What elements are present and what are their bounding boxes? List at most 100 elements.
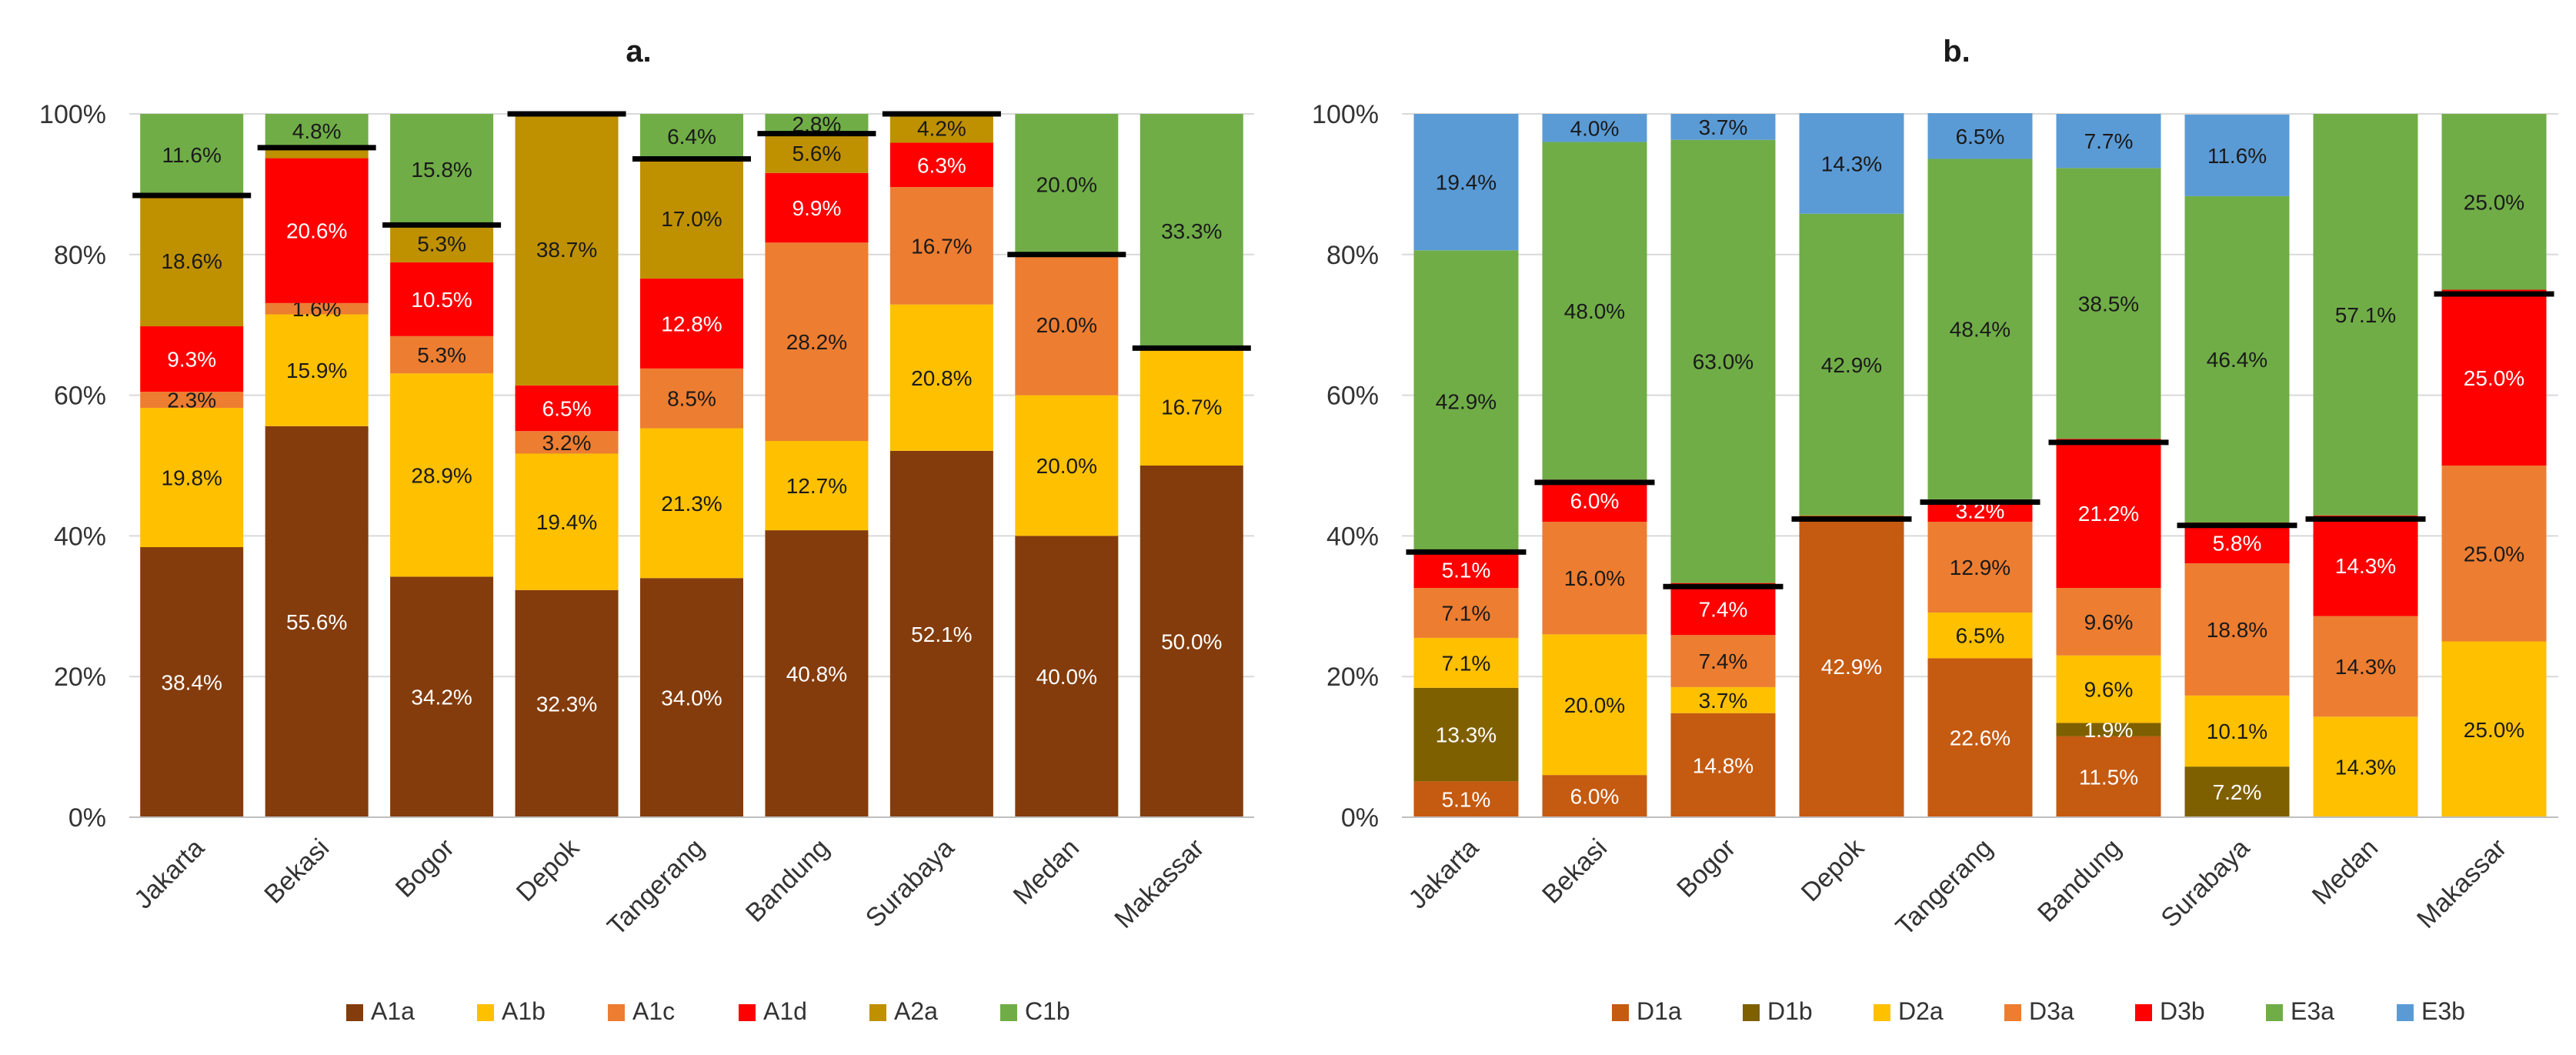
data-label: 48.4% (1950, 318, 2010, 342)
bar-segment-d1a (1799, 515, 1904, 817)
bar-segment-c1b (265, 114, 369, 148)
data-label: 12.9% (1950, 556, 2010, 579)
data-label: 11.6% (162, 143, 222, 167)
bar-segment-e3a (1799, 213, 1904, 516)
legend-label: E3a (2291, 997, 2334, 1025)
data-label: 7.1% (1442, 601, 1491, 625)
data-label: 34.2% (411, 686, 472, 709)
bar-segment-d3a (2184, 563, 2290, 696)
bar-segment-a1c (640, 368, 743, 429)
bar-segment-e3a (1413, 250, 1519, 553)
bar-segment-e3a (1542, 142, 1647, 480)
bar-segment-d2a (1670, 686, 1776, 713)
data-label: 4.0% (1570, 116, 1620, 140)
x-category-label: Depok (511, 833, 586, 907)
data-label: 20.0% (1564, 693, 1625, 717)
data-label: 9.9% (792, 196, 842, 220)
data-label: 25.0% (2464, 190, 2524, 214)
data-label: 19.4% (536, 510, 597, 534)
x-category-label: Bogor (390, 833, 460, 903)
bar-segment-d3a (1927, 522, 2033, 613)
legend-label: D3a (2029, 997, 2074, 1025)
y-tick-label: 20% (1326, 663, 1379, 692)
bar-segment-a2a (640, 159, 743, 279)
legend-swatch-e3a (2266, 1004, 2283, 1021)
bar-segment-e3a (2056, 168, 2161, 439)
bar-segment-d3a (1413, 588, 1519, 638)
bar-segment-d3a (2313, 616, 2418, 717)
bar-segment-c1b (390, 114, 494, 225)
bar-segment-d2a (1542, 634, 1647, 776)
data-label: 5.6% (792, 142, 842, 165)
legend-swatch-a2a (869, 1004, 886, 1021)
data-label: 42.9% (1821, 655, 1882, 679)
bar-segment-d3b (2313, 515, 2418, 616)
bar-segment-e3b (1542, 114, 1647, 142)
data-label: 3.7% (1699, 115, 1748, 139)
x-category-label: Medan (2307, 833, 2384, 910)
bar-segment-e3a (2441, 114, 2547, 290)
bar-segment-a1c (765, 242, 869, 442)
bar-segment-c1b (140, 114, 244, 196)
data-label: 14.3% (1821, 152, 1882, 175)
bar-segment-a1c (140, 392, 244, 409)
bar-segment-d1b (2056, 723, 2161, 736)
data-label: 20.0% (1036, 313, 1097, 337)
data-label: 25.0% (2464, 542, 2524, 566)
bar-segment-a1b (765, 441, 869, 531)
data-label: 20.8% (911, 366, 972, 390)
bar-segment-a1d (889, 142, 993, 188)
legend-label: A1c (632, 997, 675, 1025)
bar-segment-d2a (2441, 641, 2547, 817)
data-label: 3.7% (1699, 689, 1748, 713)
data-label: 7.1% (1442, 651, 1491, 675)
data-label: 40.8% (786, 663, 847, 686)
legend-label: A1d (763, 997, 807, 1025)
bar-segment-d1b (2184, 766, 2290, 817)
bar-segment-e3a (1670, 139, 1776, 583)
bar-segment-d3b (1670, 583, 1776, 636)
x-category-label: Bandung (740, 833, 835, 928)
data-label: 21.2% (2078, 502, 2139, 526)
data-label: 12.7% (786, 474, 847, 498)
data-label: 6.0% (1570, 489, 1620, 513)
bar-segment-d3b (2056, 439, 2161, 589)
data-label: 50.0% (1161, 630, 1222, 654)
data-label: 19.4% (1436, 171, 1497, 195)
bar-segment-c1b (1140, 114, 1243, 349)
x-category-label: Medan (1008, 833, 1085, 910)
data-label: 16.7% (911, 234, 972, 258)
bar-segment-d2a (2056, 655, 2161, 723)
bar-segment-e3a (1927, 159, 2033, 499)
bar-segment-c1b (765, 114, 869, 134)
bar-segment-a1d (140, 326, 244, 392)
data-label: 5.8% (2213, 532, 2262, 556)
legend-swatch-d1b (1743, 1004, 1760, 1021)
bar-segment-d1b (1413, 687, 1519, 782)
y-tick-label: 100% (1312, 100, 1379, 129)
legend-label: C1b (1025, 997, 1070, 1025)
bar-segment-a1a (1015, 536, 1119, 817)
x-category-label: Surabaya (860, 833, 960, 933)
bar-segment-d3b (1542, 479, 1647, 522)
x-category-label: Surabaya (2155, 833, 2255, 933)
data-label: 18.8% (2207, 618, 2267, 642)
data-label: 5.1% (1442, 788, 1491, 812)
y-tick-label: 60% (54, 382, 106, 411)
legend-swatch-a1d (739, 1004, 756, 1021)
data-label: 20.0% (1036, 172, 1097, 196)
data-label: 25.0% (2464, 718, 2524, 742)
bar-segment-a1a (140, 547, 244, 817)
bar-segment-e3b (2056, 114, 2161, 169)
data-label: 7.7% (2084, 129, 2134, 153)
bar-segment-a2a (765, 133, 869, 173)
legend-swatch-d3b (2135, 1004, 2152, 1021)
data-label: 19.8% (162, 466, 222, 490)
data-label: 40.0% (1036, 665, 1097, 689)
data-label: 28.2% (786, 330, 847, 354)
x-category-label: Bogor (1671, 833, 1741, 903)
data-label: 8.5% (667, 387, 716, 411)
data-label: 38.5% (2078, 292, 2139, 315)
data-label: 4.8% (292, 119, 342, 143)
